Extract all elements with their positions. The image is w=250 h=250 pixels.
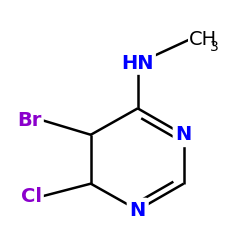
- Text: 3: 3: [210, 40, 219, 54]
- Text: N: N: [176, 125, 192, 144]
- Text: CH: CH: [188, 30, 217, 50]
- Text: N: N: [130, 200, 146, 220]
- Text: Cl: Cl: [21, 187, 42, 206]
- Text: HN: HN: [122, 54, 154, 73]
- Text: Br: Br: [18, 110, 42, 130]
